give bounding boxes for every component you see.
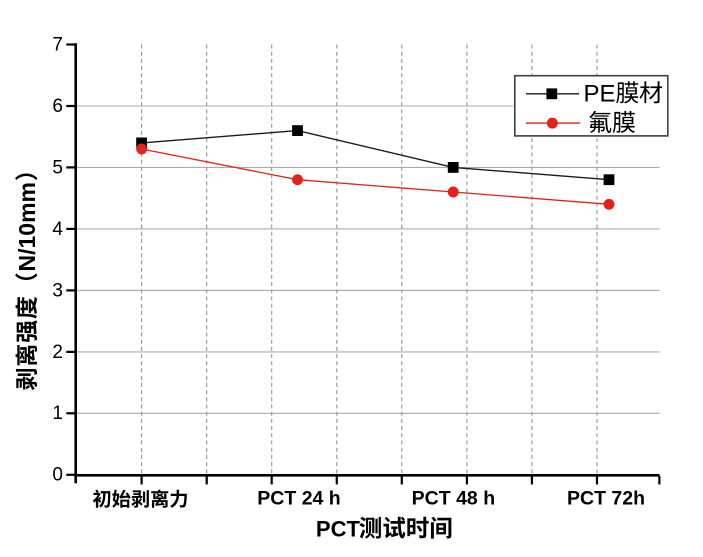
svg-text:0: 0 [52,465,63,486]
svg-text:5: 5 [52,157,63,178]
svg-text:6: 6 [52,96,63,117]
svg-text:3: 3 [52,280,63,301]
svg-text:2: 2 [52,342,63,363]
svg-text:7: 7 [52,34,63,55]
svg-text:PCT 72h: PCT 72h [567,488,645,510]
svg-text:4: 4 [52,219,63,240]
svg-text:1: 1 [52,403,63,424]
svg-text:N/10mm: N/10mm [14,182,40,271]
svg-text:PE: PE [584,80,616,107]
svg-text:PCT 48 h: PCT 48 h [412,488,495,510]
svg-text:PCT 24 h: PCT 24 h [257,488,340,510]
svg-text:PCT: PCT [316,517,361,542]
